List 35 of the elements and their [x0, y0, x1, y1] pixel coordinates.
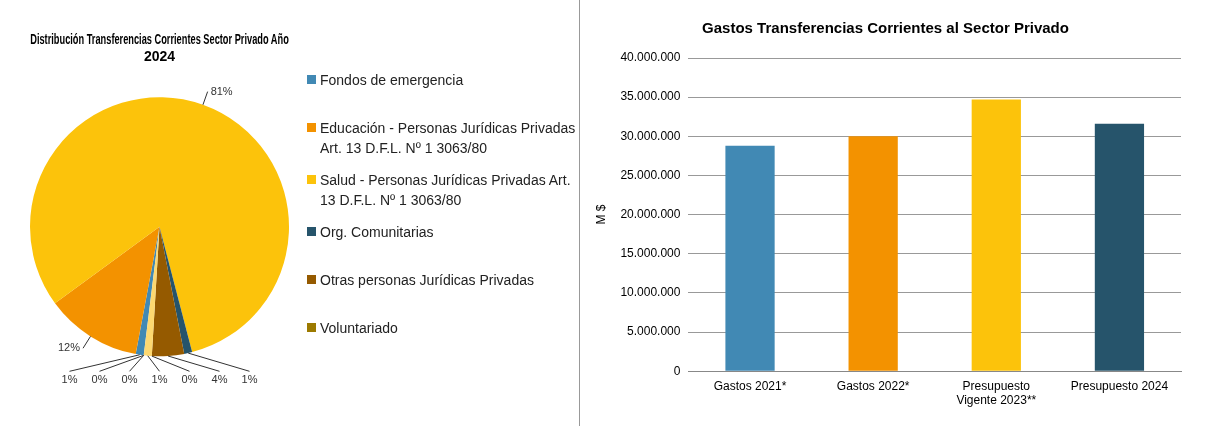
- y-tick-label: 30.000.000: [620, 128, 681, 143]
- legend-label: Voluntariado: [320, 319, 398, 338]
- y-tick-label: 40.000.000: [620, 50, 681, 65]
- text: 0%: [91, 372, 108, 385]
- y-axis-title: M $: [593, 204, 608, 225]
- y-tick-label: 0: [673, 363, 681, 378]
- data-label: 1%: [241, 372, 258, 385]
- y-tick-label: 35.000.000: [620, 89, 681, 104]
- bar: [725, 145, 775, 371]
- legend-label: Salud - Personas Jurídicas Privadas Art. 13 D.F.L. Nº 1 3063/80: [320, 171, 572, 210]
- text: 0%: [181, 372, 198, 385]
- y-tick-label: 20.000.000: [620, 206, 681, 221]
- data-label: 12%: [58, 341, 81, 354]
- y-tick-label: 15.000.000: [620, 246, 681, 261]
- bar: [848, 136, 898, 371]
- x-tick-label: Gastos 2021*: [713, 378, 787, 393]
- bar: [1094, 123, 1145, 371]
- legend-label: Org. Comunitarias: [320, 223, 434, 242]
- y-tick-label: 5.000.000: [627, 324, 681, 339]
- y-tick-label: 10.000.000: [620, 285, 681, 300]
- data-label: 4%: [211, 372, 228, 385]
- x-tick-label: Gastos 2022*: [836, 378, 910, 393]
- data-label: 81%: [210, 84, 233, 97]
- legend-label: Educación - Personas Jurídicas Privadas Art. 13 D.F.L. Nº 1 3063/80: [320, 119, 577, 158]
- data-label: 1%: [151, 372, 168, 385]
- chart-title: Gastos Transferencias Corrientes al Sector Privado: [702, 19, 1069, 37]
- chart-title: Distribución Transferencias Corrientes Sector Privado Año 2024: [30, 31, 289, 65]
- x-tick-label: Presupuesto 2024: [1070, 378, 1169, 393]
- legend-label: Fondos de emergencia: [320, 71, 464, 90]
- text: 0%: [121, 372, 138, 385]
- legend-label: Otras personas Jurídicas Privadas: [320, 271, 534, 290]
- y-tick-label: 25.000.000: [620, 167, 681, 182]
- x-tick-label: Presupuesto Vigente 2023**: [956, 378, 1037, 408]
- bar: [971, 99, 1021, 371]
- data-label: 1%: [61, 372, 78, 385]
